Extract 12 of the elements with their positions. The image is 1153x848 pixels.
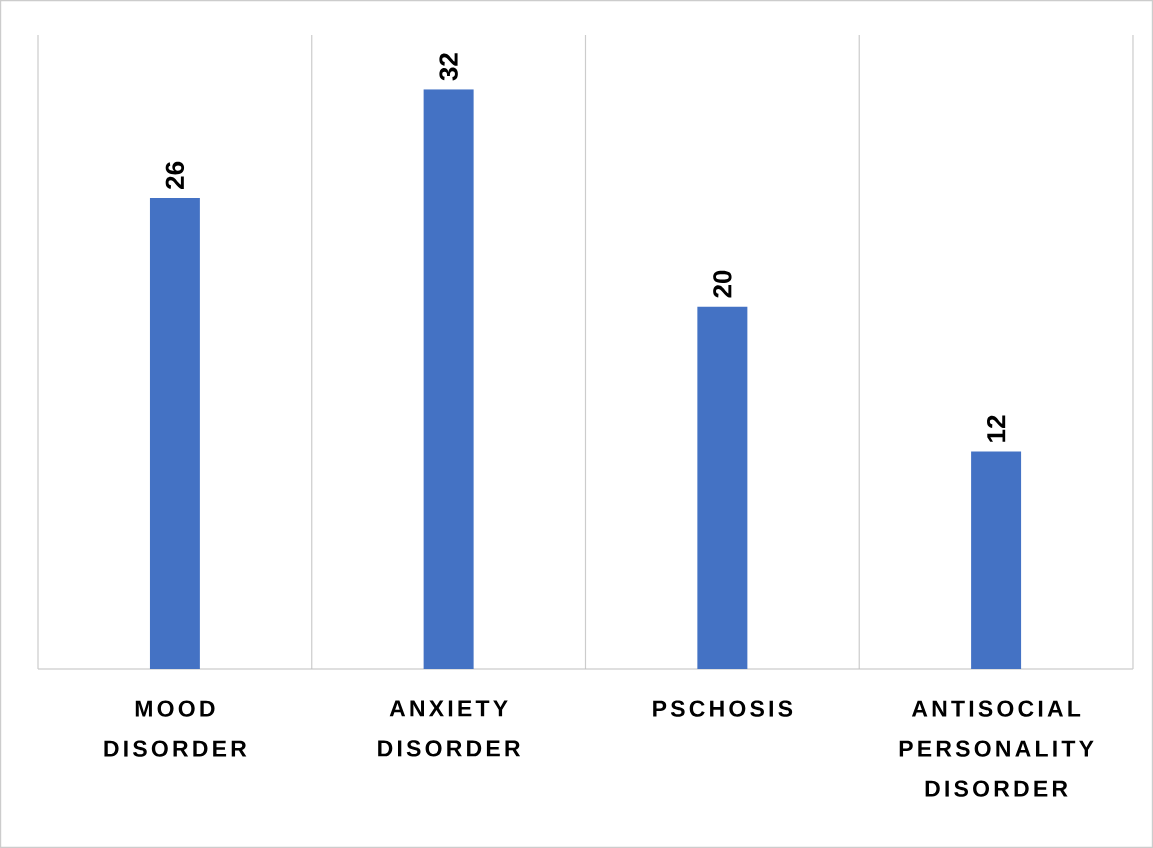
- data-label: 26: [165, 161, 185, 189]
- x-tick-label: PSCHOSIS: [653, 700, 793, 717]
- bar: [971, 451, 1022, 669]
- x-tick-label: MOOD DISORDER: [104, 700, 247, 757]
- data-label: 32: [439, 53, 458, 81]
- x-tick-label: ANTISOCIAL PERSONALITY DISORDER: [899, 700, 1094, 797]
- bar: [149, 198, 200, 669]
- bar: [423, 89, 474, 669]
- bar: [697, 306, 748, 669]
- x-tick-label: ANXIETY DISORDER: [378, 700, 521, 757]
- data-label: 12: [987, 415, 1006, 442]
- data-label: 20: [713, 270, 732, 298]
